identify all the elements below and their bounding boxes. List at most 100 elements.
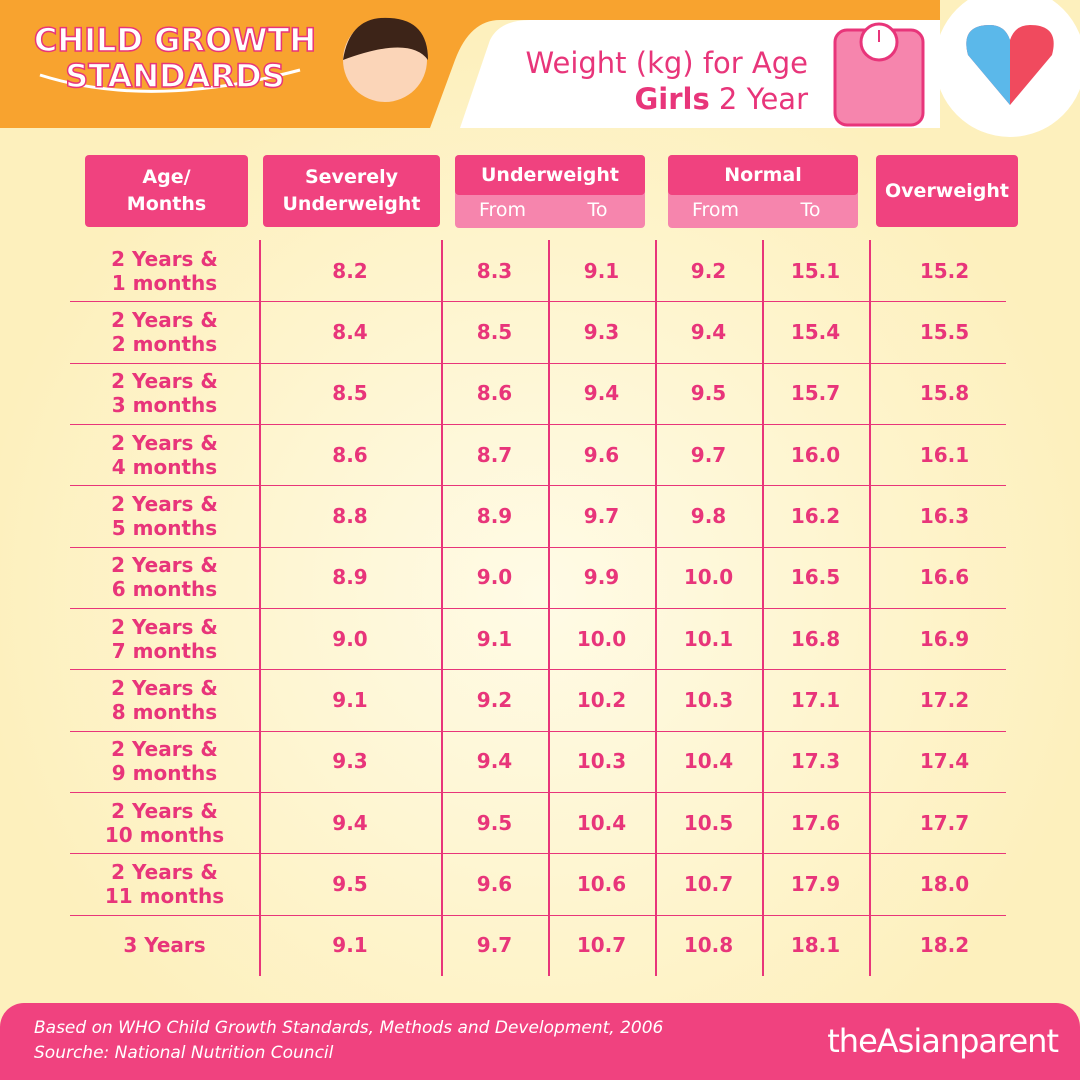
value-cell: 18.0 xyxy=(919,871,970,896)
value-cell: 15.7 xyxy=(790,381,841,406)
age-cell: 2 Years & 9 months xyxy=(111,737,218,786)
banner-art xyxy=(0,0,1080,137)
value-cell: 16.2 xyxy=(790,503,841,528)
sub-header: To xyxy=(800,199,821,221)
age-cell: 2 Years & 2 months xyxy=(111,307,218,356)
sub-header: To xyxy=(587,199,608,221)
value-cell: 16.6 xyxy=(919,565,970,590)
row-divider xyxy=(70,485,1006,487)
value-cell: 8.6 xyxy=(476,381,513,406)
value-cell: 17.6 xyxy=(790,810,841,835)
title: CHILD GROWTH STANDARDS xyxy=(33,21,317,95)
value-cell: 17.1 xyxy=(790,687,841,712)
value-cell: 9.5 xyxy=(476,810,513,835)
value-cell: 17.4 xyxy=(919,749,970,774)
age-cell: 2 Years & 10 months xyxy=(104,798,225,847)
value-cell: 8.4 xyxy=(332,319,368,344)
value-cell: 9.8 xyxy=(690,503,727,528)
value-cell: 9.4 xyxy=(332,810,368,835)
value-cell: 9.1 xyxy=(476,626,513,651)
value-cell: 8.3 xyxy=(476,258,513,283)
value-cell: 9.1 xyxy=(583,258,620,283)
value-cell: 9.4 xyxy=(690,319,727,344)
col-header: Severely Underweight xyxy=(263,155,440,227)
value-cell: 16.8 xyxy=(790,626,841,651)
value-cell: 10.6 xyxy=(576,871,627,896)
value-cell: 9.4 xyxy=(476,749,513,774)
col-header: Normal xyxy=(668,155,858,195)
value-cell: 15.1 xyxy=(790,258,841,283)
sub-header: From xyxy=(478,199,527,221)
value-cell: 9.5 xyxy=(690,381,727,406)
value-cell: 10.4 xyxy=(683,749,734,774)
value-cell: 9.6 xyxy=(476,871,513,896)
value-cell: 8.6 xyxy=(332,442,368,467)
value-cell: 17.7 xyxy=(919,810,970,835)
age-cell: 2 Years & 8 months xyxy=(111,675,218,724)
row-divider xyxy=(70,362,1006,364)
value-cell: 9.2 xyxy=(476,687,513,712)
age-cell: 2 Years & 3 months xyxy=(111,369,218,418)
row-divider xyxy=(70,608,1006,609)
value-cell: 15.4 xyxy=(790,319,841,344)
row-divider xyxy=(70,792,1006,793)
value-cell: 9.1 xyxy=(332,933,368,958)
value-cell: 9.0 xyxy=(476,565,513,590)
value-cell: 10.0 xyxy=(683,565,734,590)
value-cell: 9.6 xyxy=(583,442,620,467)
row-divider xyxy=(70,301,1006,303)
value-cell: 8.5 xyxy=(476,319,513,344)
value-cell: 9.7 xyxy=(476,933,513,958)
value-cell: 17.9 xyxy=(790,871,841,896)
value-cell: 18.1 xyxy=(790,933,841,958)
value-cell: 9.3 xyxy=(583,319,620,344)
value-cell: 8.9 xyxy=(332,565,368,590)
value-cell: 10.3 xyxy=(683,687,734,712)
row-divider xyxy=(70,546,1006,548)
value-cell: 8.7 xyxy=(476,442,513,467)
value-cell: 16.0 xyxy=(790,442,841,467)
value-cell: 16.3 xyxy=(919,503,970,528)
col-header: Overweight xyxy=(876,155,1018,227)
value-cell: 8.5 xyxy=(332,381,368,406)
value-cell: 10.5 xyxy=(683,810,734,835)
value-cell: 10.2 xyxy=(576,687,627,712)
row-divider xyxy=(70,424,1006,425)
value-cell: 10.7 xyxy=(683,871,734,896)
value-cell: 8.9 xyxy=(476,503,513,528)
subtitle-rest: 2 Year xyxy=(718,82,808,116)
sub-header: From xyxy=(691,199,740,221)
col-header: Age/ Months xyxy=(85,155,248,227)
value-cell: 15.2 xyxy=(919,258,970,283)
value-cell: 9.9 xyxy=(583,565,620,590)
value-cell: 10.4 xyxy=(576,810,627,835)
age-cell: 3 Years xyxy=(123,933,206,958)
value-cell: 9.3 xyxy=(332,749,368,774)
value-cell: 18.2 xyxy=(919,933,970,958)
subtitle: Weight (kg) for Age xyxy=(525,46,808,80)
value-cell: 10.1 xyxy=(683,626,734,651)
row-divider xyxy=(70,914,1006,916)
footer-source: Sourche: National Nutrition Council xyxy=(34,1043,334,1063)
age-cell: 2 Years & 6 months xyxy=(111,553,218,602)
value-cell: 15.5 xyxy=(919,319,970,344)
age-cell: 2 Years & 4 months xyxy=(111,430,218,479)
value-cell: 9.0 xyxy=(332,626,368,651)
value-cell: 8.8 xyxy=(332,503,368,528)
value-cell: 9.1 xyxy=(332,687,368,712)
value-cell: 17.3 xyxy=(790,749,841,774)
value-cell: 9.4 xyxy=(583,381,620,406)
value-cell: 9.5 xyxy=(332,871,368,896)
value-cell: 9.7 xyxy=(690,442,727,467)
subtitle-bold: Girls xyxy=(634,82,710,116)
age-cell: 2 Years & 7 months xyxy=(111,614,218,663)
value-cell: 10.3 xyxy=(576,749,627,774)
age-cell: 2 Years & 11 months xyxy=(104,859,225,908)
value-cell: 16.5 xyxy=(790,565,841,590)
age-cell: 2 Years & 5 months xyxy=(111,491,218,540)
col-header: Underweight xyxy=(455,155,645,195)
logo: theAsianparent xyxy=(827,1022,1059,1060)
value-cell: 9.2 xyxy=(690,258,727,283)
